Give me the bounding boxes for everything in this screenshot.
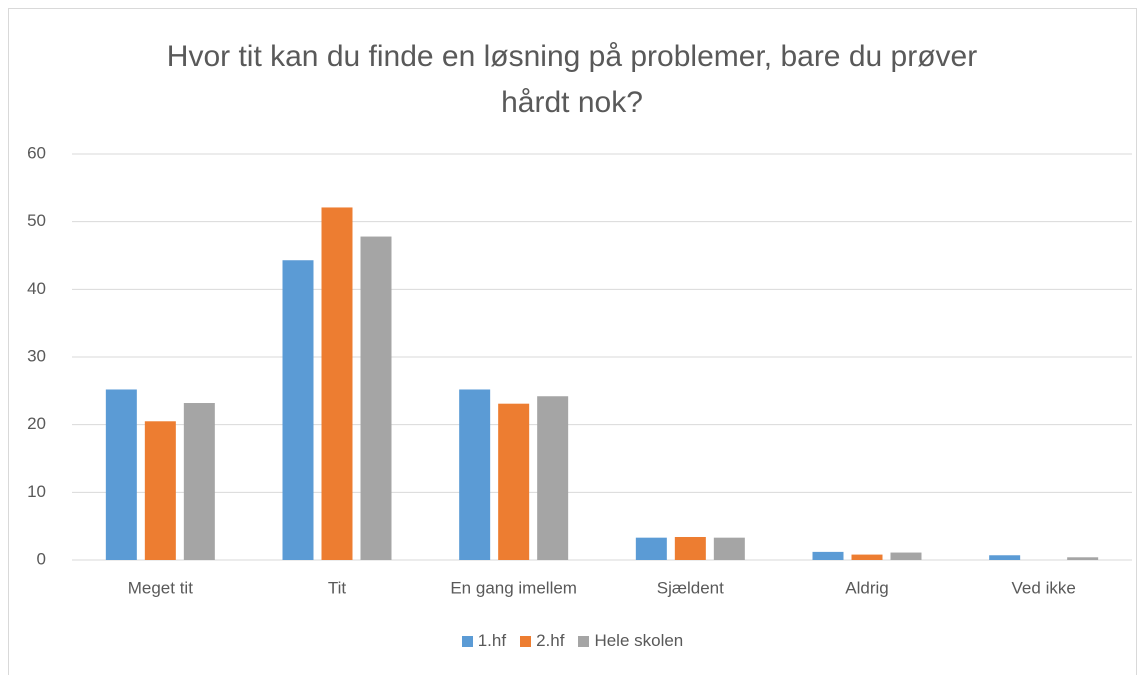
legend-swatch <box>578 635 590 647</box>
bar <box>537 396 569 560</box>
y-tick-label: 0 <box>37 549 46 568</box>
bar <box>989 555 1021 560</box>
bar <box>144 421 176 560</box>
y-tick-label: 40 <box>27 279 46 298</box>
bar <box>674 536 706 560</box>
y-tick-label: 50 <box>27 211 46 230</box>
x-tick-label: Sjældent <box>657 578 724 597</box>
legend-swatch <box>461 635 473 647</box>
bar <box>1067 557 1099 560</box>
y-tick-label: 30 <box>27 346 46 365</box>
bar <box>459 389 491 560</box>
legend-label: Hele skolen <box>594 631 684 650</box>
legend-item: 2.hf <box>520 631 564 651</box>
bar <box>360 236 392 560</box>
bar <box>851 554 883 560</box>
legend-label: 2.hf <box>536 631 565 650</box>
legend-item: 1.hf <box>461 631 507 651</box>
bar <box>321 207 353 560</box>
legend: 1.hf 2.hf Hele skolen <box>0 631 1145 651</box>
bar <box>498 403 530 560</box>
x-tick-label: Aldrig <box>845 578 888 597</box>
legend-item: Hele skolen <box>578 631 683 651</box>
x-tick-label: En gang imellem <box>450 578 577 597</box>
y-tick-label: 20 <box>27 414 46 433</box>
x-tick-label: Ved ikke <box>1012 578 1076 597</box>
bar <box>713 537 745 560</box>
bar <box>183 403 215 560</box>
bar <box>890 552 922 560</box>
bar <box>812 551 844 560</box>
x-tick-label: Meget tit <box>128 578 193 597</box>
bar <box>105 389 137 560</box>
legend-label: 1.hf <box>477 631 507 650</box>
bar <box>282 260 314 560</box>
bar <box>635 537 667 560</box>
y-tick-label: 10 <box>27 482 46 501</box>
legend-swatch <box>520 635 532 647</box>
chart-border <box>8 8 1137 675</box>
y-tick-label: 60 <box>27 143 46 162</box>
chart-title: Hvor tit kan du finde en løsning på prob… <box>166 40 978 119</box>
x-tick-label: Tit <box>328 578 347 597</box>
